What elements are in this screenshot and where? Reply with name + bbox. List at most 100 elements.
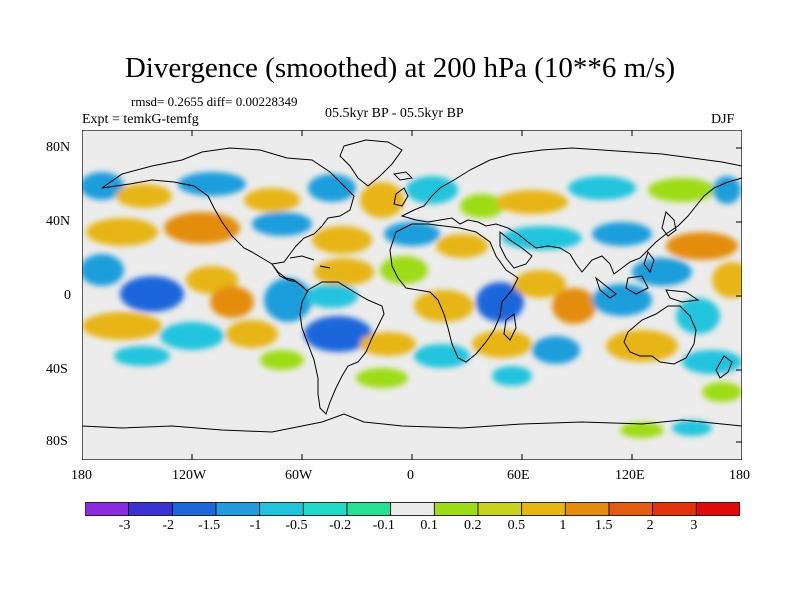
divergence-region <box>496 190 568 214</box>
colorbar-box <box>521 502 566 516</box>
period-label: 05.5kyr BP - 05.5kyr BP <box>325 106 464 121</box>
colorbar-label: -0.1 <box>372 518 395 533</box>
lon-label-0: 0 <box>407 468 414 483</box>
coastline-greenland <box>339 139 403 187</box>
divergence-region <box>414 290 474 322</box>
colorbar-box <box>259 502 304 516</box>
divergence-region <box>114 346 170 366</box>
divergence-region <box>82 172 124 200</box>
lon-label-120e: 120E <box>615 468 645 483</box>
colorbar-box <box>477 502 523 516</box>
divergence-region <box>312 226 372 254</box>
lon-label-180e: 180 <box>729 468 750 483</box>
coastline-sumatra <box>594 276 617 299</box>
divergence-region <box>592 284 652 316</box>
divergence-region <box>160 322 224 350</box>
divergence-region <box>264 278 312 322</box>
divergence-region <box>360 332 416 356</box>
divergence-region <box>252 212 312 236</box>
colorbar-label: 0.2 <box>464 518 482 533</box>
coastline-africa <box>389 223 519 363</box>
divergence-region <box>532 336 580 364</box>
divergence-region <box>702 382 742 402</box>
axis-ticks <box>191 130 742 460</box>
divergence-region <box>476 282 524 322</box>
colorbar-box <box>695 502 740 516</box>
lon-label-180w: 180 <box>71 468 92 483</box>
colorbar-label: 1 <box>559 518 567 533</box>
divergence-region <box>120 276 184 312</box>
divergence-region <box>314 258 374 286</box>
divergence-region <box>178 172 246 196</box>
divergence-region <box>414 344 470 368</box>
divergence-region <box>116 184 172 208</box>
lon-label-120w: 120W <box>172 468 207 483</box>
coastline-arabia <box>499 230 533 269</box>
colorbar-box <box>171 502 217 516</box>
colorbar-box <box>128 502 173 516</box>
coastline-eurasia <box>400 147 742 275</box>
lon-label-60w: 60W <box>285 468 313 483</box>
colorbar <box>85 502 740 516</box>
lat-label-40s: 40S <box>46 362 68 377</box>
colorbar-label: 0.5 <box>507 518 526 533</box>
divergence-region <box>514 270 566 298</box>
divergence-region <box>713 176 741 204</box>
coastlines <box>82 139 742 433</box>
divergence-region <box>406 176 458 204</box>
divergence-region <box>380 256 428 284</box>
colorbar-box <box>652 502 697 516</box>
divergence-region <box>672 420 712 436</box>
colorbar-label: -0.2 <box>329 518 352 533</box>
divergence-region <box>648 178 716 202</box>
lat-label-40n: 40N <box>46 214 71 229</box>
coastline-japan <box>661 211 677 237</box>
divergence-region <box>356 368 408 388</box>
coastline-caribbean <box>289 255 331 269</box>
divergence-field <box>82 172 742 438</box>
divergence-region <box>306 284 358 308</box>
colorbar-box <box>564 502 610 516</box>
divergence-region <box>676 298 720 334</box>
colorbar-label: 3 <box>690 518 698 533</box>
divergence-map <box>82 130 742 460</box>
coastline-antarctica <box>82 413 742 433</box>
stats-label: rmsd= 0.2655 diff= 0.00228349 <box>131 94 298 109</box>
coastline-iceland <box>392 171 414 181</box>
lat-label-80s: 80S <box>46 434 68 449</box>
experiment-label: Expt = temkG-temfg <box>82 112 199 127</box>
map-title: Divergence (smoothed) at 200 hPa (10**6 … <box>124 52 676 84</box>
colorbar-label: -2 <box>162 518 174 533</box>
divergence-region <box>682 350 742 374</box>
divergence-region <box>502 226 582 250</box>
coastline-borneo <box>625 275 649 295</box>
colorbar-label: -0.5 <box>285 518 308 533</box>
lon-label-60e: 60E <box>507 468 530 483</box>
season-label: DJF <box>711 112 735 127</box>
divergence-region <box>82 312 162 340</box>
divergence-region <box>360 182 404 218</box>
divergence-region <box>712 262 742 298</box>
colorbar-label: -3 <box>118 518 131 533</box>
coastline-south-america <box>299 281 385 415</box>
coastline-north-america <box>101 147 355 265</box>
divergence-region <box>632 258 692 286</box>
coastline-australia <box>623 305 697 365</box>
divergence-region <box>308 174 356 202</box>
divergence-region <box>82 254 124 286</box>
colorbar-label: 2 <box>646 518 654 533</box>
coastline-madagascar <box>503 313 517 341</box>
divergence-region <box>86 218 158 246</box>
colorbar-box <box>85 502 130 516</box>
divergence-region <box>244 188 300 212</box>
colorbar-label: -1 <box>249 518 262 533</box>
divergence-region <box>620 422 664 438</box>
divergence-region <box>304 316 372 352</box>
divergence-region <box>472 330 532 358</box>
colorbar-box <box>433 502 479 516</box>
divergence-region <box>226 320 278 348</box>
divergence-region <box>666 232 738 260</box>
coastline-philippines <box>643 250 655 274</box>
colorbar-box <box>215 502 261 516</box>
lat-label-80n: 80N <box>46 140 71 155</box>
